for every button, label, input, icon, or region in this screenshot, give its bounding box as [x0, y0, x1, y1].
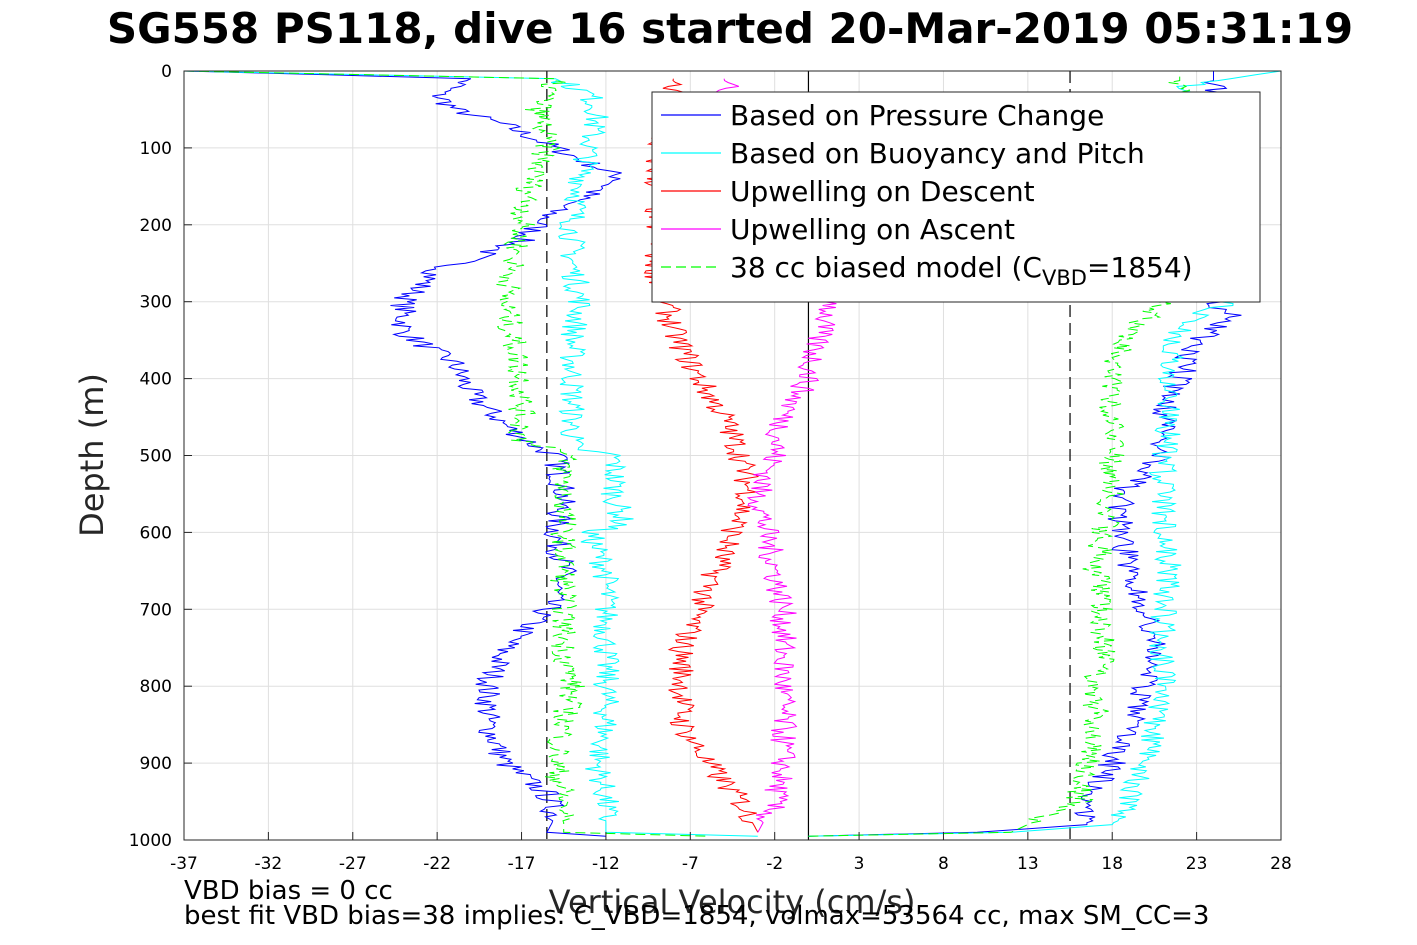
- legend-label-main: Based on Pressure Change: [730, 99, 1104, 132]
- x-tick-label: 13: [1017, 854, 1039, 874]
- legend-label: Based on Buoyancy and Pitch: [730, 137, 1145, 170]
- x-tick-label: 28: [1270, 854, 1292, 874]
- x-tick-label: -32: [254, 854, 282, 874]
- x-tick-label: 23: [1186, 854, 1208, 874]
- legend-label: 38 cc biased model (CVBD=1854): [730, 251, 1193, 290]
- y-tick-label: 200: [140, 216, 172, 236]
- legend-label-main: Based on Buoyancy and Pitch: [730, 137, 1145, 170]
- legend-label-main: Upwelling on Descent: [730, 175, 1035, 208]
- y-tick-label: 700: [140, 600, 172, 620]
- x-axis-label: Vertical Velocity (cm/s): [549, 883, 916, 921]
- y-tick-label: 600: [140, 523, 172, 543]
- x-tick-label: 3: [854, 854, 865, 874]
- series-line: [183, 70, 708, 837]
- legend-label-subscript: VBD: [1042, 266, 1087, 290]
- x-tick-label: -7: [682, 854, 699, 874]
- x-tick-label: -22: [423, 854, 451, 874]
- legend-box: [651, 91, 1261, 303]
- x-tick-label: -12: [592, 854, 620, 874]
- x-tick-label: 8: [938, 854, 949, 874]
- x-tick-label: -2: [766, 854, 783, 874]
- legend-label-main: Upwelling on Ascent: [730, 213, 1015, 246]
- x-tick-label: 18: [1101, 854, 1123, 874]
- vbd-bias-note: VBD bias = 0 cc: [184, 876, 393, 906]
- y-tick-label: 100: [140, 139, 172, 159]
- x-tick-label: -17: [508, 854, 536, 874]
- x-tick-label: -27: [339, 854, 367, 874]
- series-line: [183, 70, 622, 837]
- x-tick-labels: -37 -32 -27 -22 -17 -12 -7 -2 3 8 13 18 23 28: [170, 832, 1292, 874]
- y-tick-label: 0: [161, 62, 172, 82]
- series-line: [183, 70, 758, 837]
- legend: Based on Pressure Change Based on Buoyanc…: [651, 91, 1261, 303]
- legend-label-main: 38 cc biased model (C: [730, 251, 1042, 284]
- y-tick-labels: 0 100 200 300 400 500 600 700 800 900 1000: [129, 62, 192, 851]
- legend-label: Upwelling on Ascent: [730, 213, 1015, 246]
- legend-label: Upwelling on Descent: [730, 175, 1035, 208]
- x-tick-label: -37: [170, 854, 198, 874]
- legend-label-suffix: =1854): [1087, 251, 1193, 284]
- y-tick-label: 1000: [129, 831, 172, 851]
- best-fit-note: best fit VBD bias=38 implies: C_VBD=1854…: [184, 901, 1210, 931]
- y-tick-label: 900: [140, 754, 172, 774]
- y-tick-label: 400: [140, 370, 172, 390]
- y-tick-label: 300: [140, 293, 172, 313]
- y-tick-label: 800: [140, 677, 172, 697]
- y-axis-label: Depth (m): [73, 373, 111, 537]
- chart-title: SG558 PS118, dive 16 started 20-Mar-2019…: [106, 4, 1354, 53]
- y-tick-label: 500: [140, 447, 172, 467]
- legend-label: Based on Pressure Change: [730, 99, 1104, 132]
